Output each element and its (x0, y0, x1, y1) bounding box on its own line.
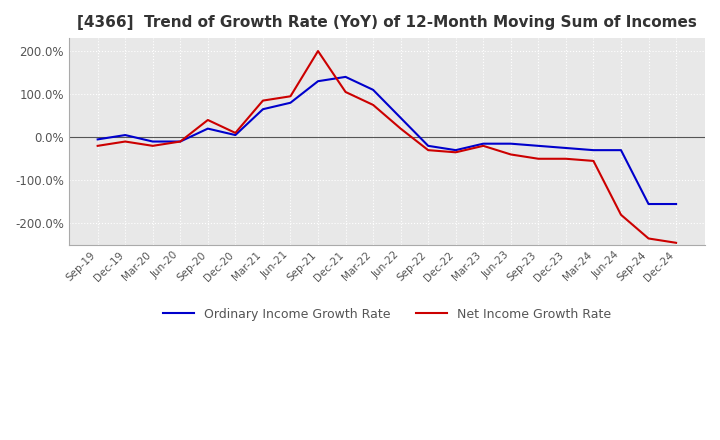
Net Income Growth Rate (286, 94, 294, 99)
Ordinary Income Growth Rate (562, 145, 570, 150)
Ordinary Income Growth Rate (396, 115, 405, 121)
Ordinary Income Growth Rate (258, 106, 267, 112)
Title: [4366]  Trend of Growth Rate (YoY) of 12-Month Moving Sum of Incomes: [4366] Trend of Growth Rate (YoY) of 12-… (77, 15, 697, 30)
Net Income Growth Rate (534, 156, 543, 161)
Net Income Growth Rate (589, 158, 598, 164)
Legend: Ordinary Income Growth Rate, Net Income Growth Rate: Ordinary Income Growth Rate, Net Income … (158, 303, 616, 326)
Line: Ordinary Income Growth Rate: Ordinary Income Growth Rate (98, 77, 676, 204)
Net Income Growth Rate (176, 139, 184, 144)
Net Income Growth Rate (506, 152, 515, 157)
Net Income Growth Rate (258, 98, 267, 103)
Net Income Growth Rate (204, 117, 212, 123)
Ordinary Income Growth Rate (534, 143, 543, 148)
Ordinary Income Growth Rate (424, 143, 433, 148)
Ordinary Income Growth Rate (231, 132, 240, 138)
Net Income Growth Rate (479, 143, 487, 148)
Net Income Growth Rate (314, 48, 323, 54)
Net Income Growth Rate (369, 102, 377, 107)
Ordinary Income Growth Rate (204, 126, 212, 131)
Net Income Growth Rate (451, 150, 460, 155)
Ordinary Income Growth Rate (286, 100, 294, 106)
Net Income Growth Rate (148, 143, 157, 148)
Net Income Growth Rate (94, 143, 102, 148)
Ordinary Income Growth Rate (506, 141, 515, 147)
Ordinary Income Growth Rate (176, 139, 184, 144)
Line: Net Income Growth Rate: Net Income Growth Rate (98, 51, 676, 243)
Net Income Growth Rate (562, 156, 570, 161)
Ordinary Income Growth Rate (148, 139, 157, 144)
Net Income Growth Rate (424, 147, 433, 153)
Ordinary Income Growth Rate (341, 74, 350, 80)
Ordinary Income Growth Rate (672, 202, 680, 207)
Ordinary Income Growth Rate (369, 87, 377, 92)
Net Income Growth Rate (341, 89, 350, 95)
Net Income Growth Rate (644, 236, 653, 241)
Ordinary Income Growth Rate (589, 147, 598, 153)
Ordinary Income Growth Rate (644, 202, 653, 207)
Ordinary Income Growth Rate (616, 147, 625, 153)
Ordinary Income Growth Rate (479, 141, 487, 147)
Ordinary Income Growth Rate (314, 79, 323, 84)
Ordinary Income Growth Rate (451, 147, 460, 153)
Net Income Growth Rate (672, 240, 680, 246)
Ordinary Income Growth Rate (121, 132, 130, 138)
Net Income Growth Rate (396, 126, 405, 131)
Ordinary Income Growth Rate (94, 137, 102, 142)
Net Income Growth Rate (616, 212, 625, 217)
Net Income Growth Rate (121, 139, 130, 144)
Net Income Growth Rate (231, 130, 240, 136)
